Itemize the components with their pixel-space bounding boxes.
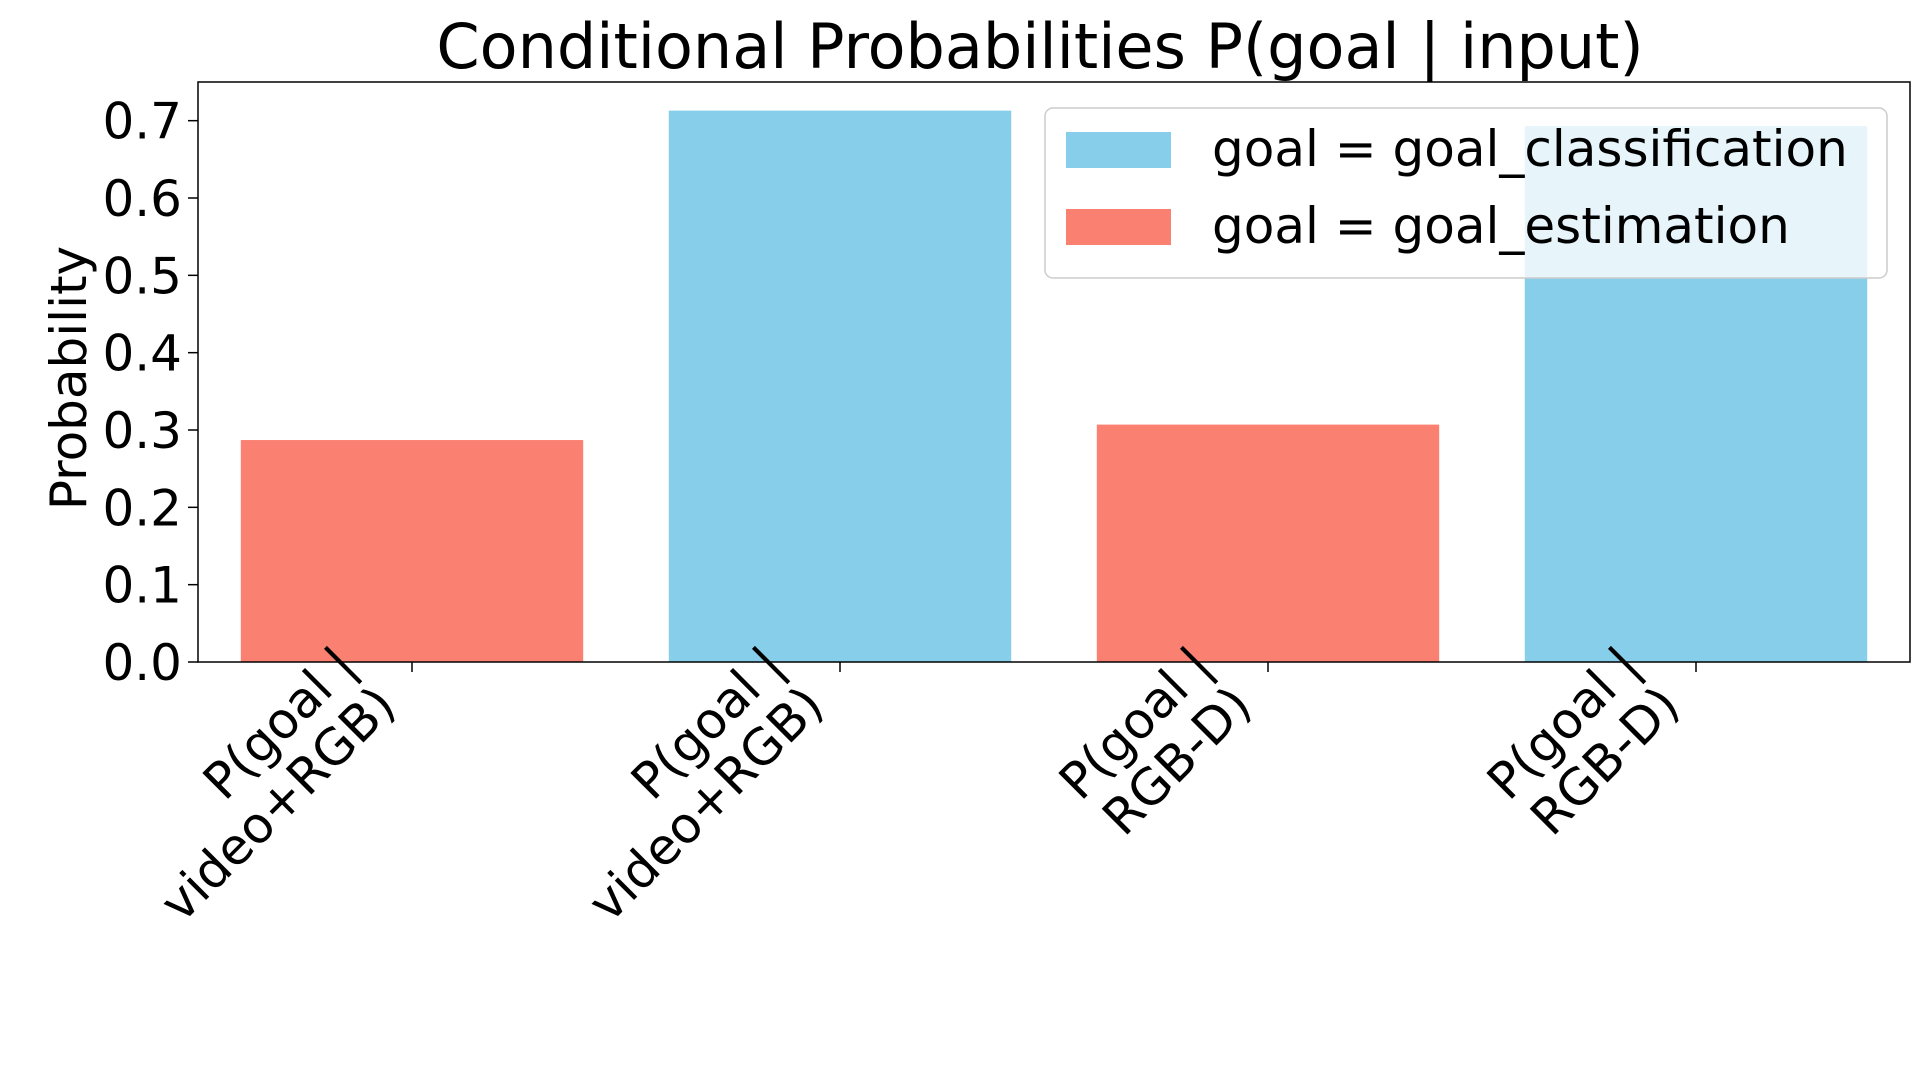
y-tick-label: 0.3 <box>102 402 182 460</box>
legend-label: goal = goal_estimation <box>1212 197 1790 255</box>
y-tick-label: 0.5 <box>102 247 182 305</box>
y-tick-label: 0.1 <box>102 557 182 615</box>
y-tick-label: 0.7 <box>102 93 182 151</box>
x-axis: P(goal |video+RGB) P(goal |video+RGB) P(go… <box>149 636 1697 933</box>
y-tick-label: 0.4 <box>102 325 182 383</box>
plot-frame <box>197 81 1911 663</box>
y-axis-label: Probability <box>40 246 98 510</box>
y-tick-label: 0.0 <box>102 634 182 692</box>
y-tick-label: 0.6 <box>102 170 182 228</box>
legend-label: goal = goal_classification <box>1212 120 1848 178</box>
legend-swatch <box>1066 209 1171 245</box>
chart-title: Conditional Probabilities P(goal | input… <box>436 10 1643 84</box>
y-tick-label: 0.2 <box>102 479 182 537</box>
y-axis: 0.0 0.1 0.2 0.3 0.4 0.5 0.6 0.7 <box>102 93 198 692</box>
bar-0 <box>240 440 584 662</box>
bar-2 <box>1096 424 1440 662</box>
bar-1 <box>668 110 1012 662</box>
legend-box <box>1044 107 1888 279</box>
legend-swatch <box>1066 132 1171 168</box>
